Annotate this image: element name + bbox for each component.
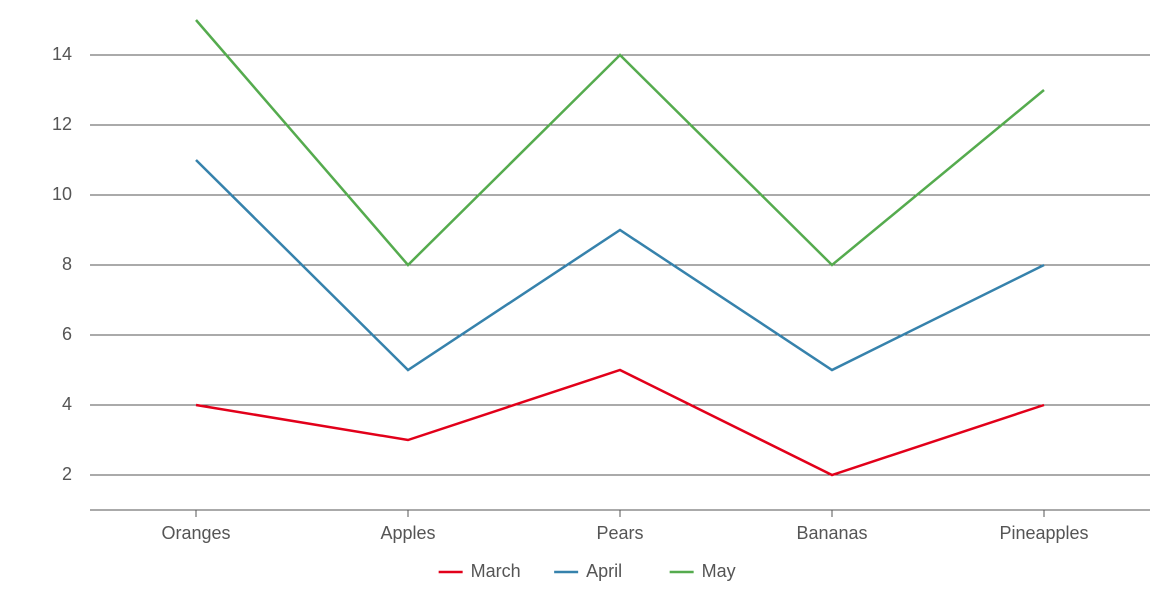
y-tick-label: 12 <box>52 114 72 134</box>
legend-label: March <box>471 561 521 581</box>
legend-label: May <box>702 561 736 581</box>
y-tick-label: 8 <box>62 254 72 274</box>
x-tick-label: Bananas <box>796 523 867 543</box>
x-tick-label: Pineapples <box>999 523 1088 543</box>
legend-label: April <box>586 561 622 581</box>
x-tick-label: Apples <box>380 523 435 543</box>
y-tick-label: 2 <box>62 464 72 484</box>
y-tick-label: 14 <box>52 44 72 64</box>
y-tick-label: 6 <box>62 324 72 344</box>
x-tick-label: Pears <box>596 523 643 543</box>
line-chart: 2 4 6 8 10 12 14 Oranges Apples Pears Bananas Pinea… <box>0 0 1170 600</box>
x-tick-label: Oranges <box>161 523 230 543</box>
y-tick-label: 4 <box>62 394 72 414</box>
chart-svg: 2 4 6 8 10 12 14 Oranges Apples Pears Bananas Pinea… <box>0 0 1170 600</box>
y-tick-label: 10 <box>52 184 72 204</box>
